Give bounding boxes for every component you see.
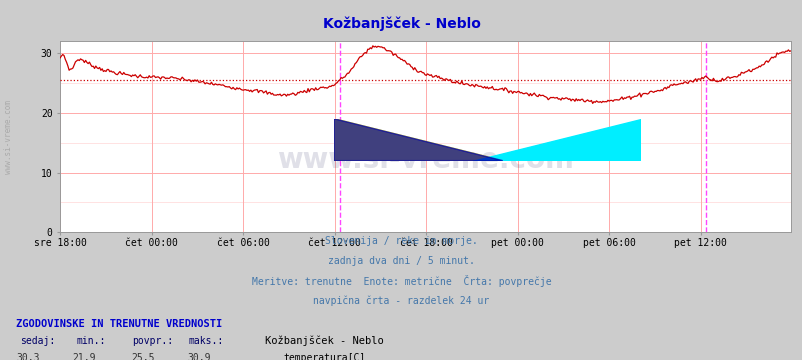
Text: www.si-vreme.com: www.si-vreme.com	[3, 100, 13, 174]
Text: 30,3: 30,3	[16, 353, 40, 360]
Text: 21,9: 21,9	[72, 353, 96, 360]
Polygon shape	[334, 119, 502, 161]
Text: 30,9: 30,9	[187, 353, 211, 360]
Polygon shape	[472, 119, 640, 161]
Text: temperatura[C]: temperatura[C]	[283, 353, 365, 360]
Text: Kožbanjšček - Neblo: Kožbanjšček - Neblo	[265, 336, 383, 346]
Text: www.si-vreme.com: www.si-vreme.com	[277, 146, 573, 174]
Text: Meritve: trenutne  Enote: metrične  Črta: povprečje: Meritve: trenutne Enote: metrične Črta: …	[251, 275, 551, 287]
Text: navpična črta - razdelek 24 ur: navpična črta - razdelek 24 ur	[313, 295, 489, 306]
Text: sedaj:: sedaj:	[20, 336, 55, 346]
Text: min.:: min.:	[76, 336, 106, 346]
Text: povpr.:: povpr.:	[132, 336, 173, 346]
Text: Kožbanjšček - Neblo: Kožbanjšček - Neblo	[322, 16, 480, 31]
Text: maks.:: maks.:	[188, 336, 224, 346]
Text: zadnja dva dni / 5 minut.: zadnja dva dni / 5 minut.	[328, 256, 474, 266]
Text: Slovenija / reke in morje.: Slovenija / reke in morje.	[325, 236, 477, 246]
Text: 25,5: 25,5	[131, 353, 155, 360]
Text: ZGODOVINSKE IN TRENUTNE VREDNOSTI: ZGODOVINSKE IN TRENUTNE VREDNOSTI	[16, 319, 222, 329]
Polygon shape	[334, 119, 502, 161]
